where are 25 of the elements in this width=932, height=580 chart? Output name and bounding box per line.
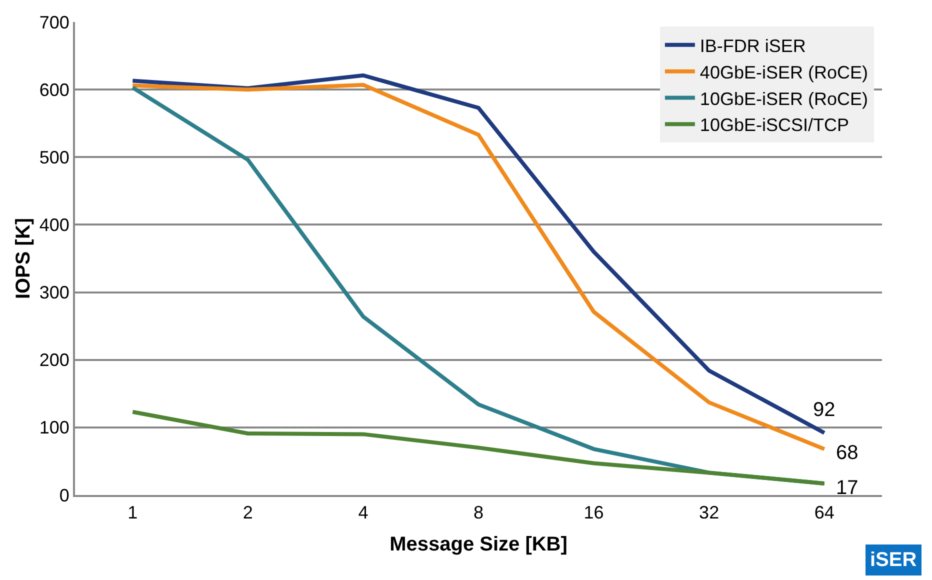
y-axis-title: IOPS [K] bbox=[12, 218, 34, 300]
x-axis-title: Message Size [KB] bbox=[390, 534, 568, 556]
x-tick-label: 2 bbox=[242, 502, 253, 523]
legend-label: 10GbE-iSER (RoCE) bbox=[700, 88, 868, 109]
y-tick-label: 700 bbox=[39, 12, 70, 32]
legend-label: 40GbE-iSER (RoCE) bbox=[700, 62, 868, 82]
x-tick-label: 16 bbox=[584, 502, 604, 523]
x-tick-label: 32 bbox=[699, 502, 720, 523]
x-tick-label: 1 bbox=[128, 502, 138, 523]
y-tick-label: 300 bbox=[39, 282, 70, 303]
data-label: 17 bbox=[836, 477, 858, 499]
x-tick-label: 4 bbox=[358, 502, 368, 523]
legend-label: 10GbE-iSCSI/TCP bbox=[700, 115, 849, 136]
y-tick-label: 400 bbox=[39, 215, 70, 236]
y-tick-label: 200 bbox=[39, 350, 70, 370]
y-tick-label: 600 bbox=[39, 80, 70, 100]
legend-label: IB-FDR iSER bbox=[700, 36, 806, 56]
text: iSER bbox=[870, 549, 918, 571]
x-tick-label: 8 bbox=[473, 502, 484, 523]
x-tick-label: 64 bbox=[814, 502, 834, 523]
y-tick-label: 500 bbox=[39, 147, 70, 168]
data-label: 92 bbox=[813, 399, 836, 421]
y-tick-label: 100 bbox=[39, 418, 70, 438]
data-label: 68 bbox=[836, 442, 858, 464]
y-tick-label: 0 bbox=[59, 485, 70, 506]
